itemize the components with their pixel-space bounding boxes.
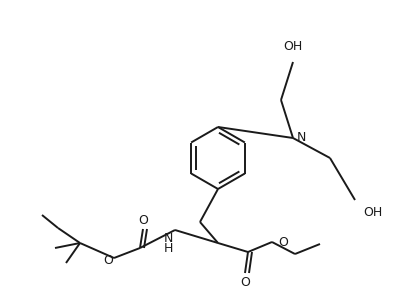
Text: O: O (277, 235, 287, 249)
Text: N: N (296, 131, 306, 145)
Text: O: O (103, 254, 113, 268)
Text: O: O (138, 213, 148, 226)
Text: OH: OH (283, 41, 302, 54)
Text: N: N (163, 232, 172, 244)
Text: H: H (163, 241, 172, 254)
Text: OH: OH (362, 207, 381, 220)
Text: O: O (239, 277, 249, 289)
